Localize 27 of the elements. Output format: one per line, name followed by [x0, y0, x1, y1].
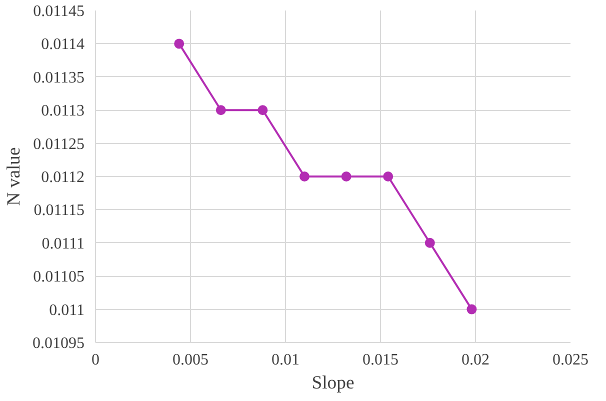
y-tick-label: 0.01125 — [33, 136, 84, 153]
y-tick-label: 0.0111 — [42, 235, 84, 252]
y-tick-label: 0.0112 — [41, 169, 84, 186]
point — [424, 238, 435, 248]
y-tick-label: 0.0114 — [41, 36, 84, 54]
point — [341, 172, 352, 182]
y-axis-title: N value — [4, 147, 24, 206]
x-tick-label: 0.005 — [172, 352, 208, 368]
y-tick-label: 0.01145 — [33, 3, 84, 20]
y-tick-label: 0.01135 — [33, 69, 84, 86]
x-tick-label: 0.01 — [272, 352, 300, 368]
point — [174, 38, 184, 49]
y-tick-label: 0.01105 — [33, 268, 84, 286]
y-tick-label: 0.01115 — [34, 202, 84, 220]
y-tick-label: 0.011 — [49, 302, 84, 319]
y-tick-label: 0.01095 — [32, 335, 84, 352]
x-tick-label: 0 — [92, 352, 100, 368]
x-tick-label: 0.015 — [362, 352, 398, 368]
point — [383, 172, 394, 182]
point — [300, 172, 310, 182]
point — [466, 304, 477, 314]
x-axis-title: Slope — [312, 372, 354, 394]
x-tick-label: 0.02 — [462, 352, 490, 368]
y-tick-label: 0.0113 — [41, 102, 84, 120]
point — [258, 105, 268, 116]
x-tick-label: 0.025 — [552, 352, 588, 368]
point — [216, 105, 226, 116]
